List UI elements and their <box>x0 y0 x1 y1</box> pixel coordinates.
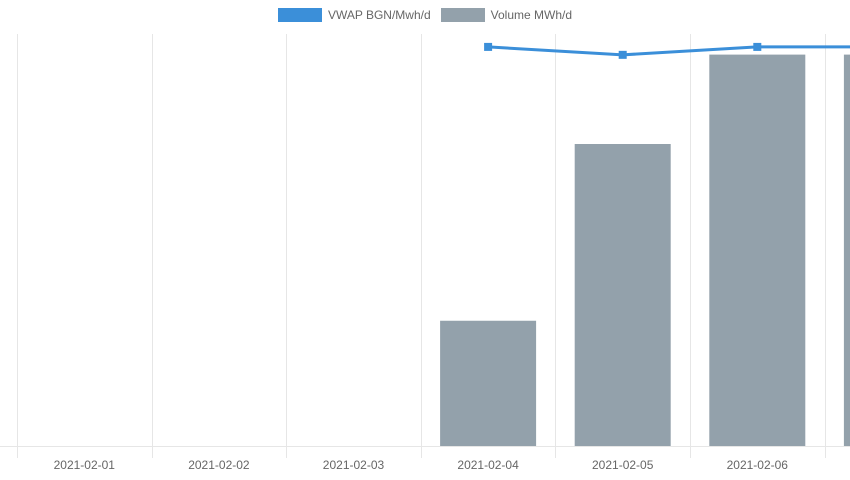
vwap-point[interactable] <box>618 50 627 59</box>
x-tick-label: 2021-02-06 <box>727 458 789 472</box>
volume-bar[interactable] <box>709 54 806 446</box>
vwap-line <box>488 45 850 57</box>
x-tick-label: 2021-02-01 <box>54 458 116 472</box>
legend-swatch-volume <box>440 8 485 22</box>
vertical-grid <box>0 34 850 458</box>
x-axis-tick-labels: 2021-02-01 2021-02-02 2021-02-03 2021-02-04… <box>54 458 789 472</box>
vwap-point[interactable] <box>753 42 762 51</box>
volume-bar[interactable] <box>843 54 850 446</box>
legend-swatch-vwap <box>277 8 322 22</box>
vwap-line-series <box>484 42 850 59</box>
x-tick-label: 2021-02-02 <box>188 458 250 472</box>
x-tick-label: 2021-02-03 <box>323 458 385 472</box>
volume-bar[interactable] <box>574 144 671 446</box>
legend-label-vwap: VWAP BGN/Mwh/d <box>327 8 431 22</box>
legend-label-volume: Volume MWh/d <box>490 8 573 22</box>
volume-bars <box>440 54 850 446</box>
chart-legend[interactable]: VWAP BGN/Mwh/d Volume MWh/d <box>0 8 850 22</box>
x-tick-label: 2021-02-04 <box>457 458 519 472</box>
x-tick-label: 2021-02-05 <box>592 458 654 472</box>
volume-bar[interactable] <box>440 320 537 446</box>
legend-item-volume[interactable]: Volume MWh/d <box>440 8 573 22</box>
legend-item-vwap[interactable]: VWAP BGN/Mwh/d <box>277 8 431 22</box>
vwap-point[interactable] <box>484 42 493 51</box>
